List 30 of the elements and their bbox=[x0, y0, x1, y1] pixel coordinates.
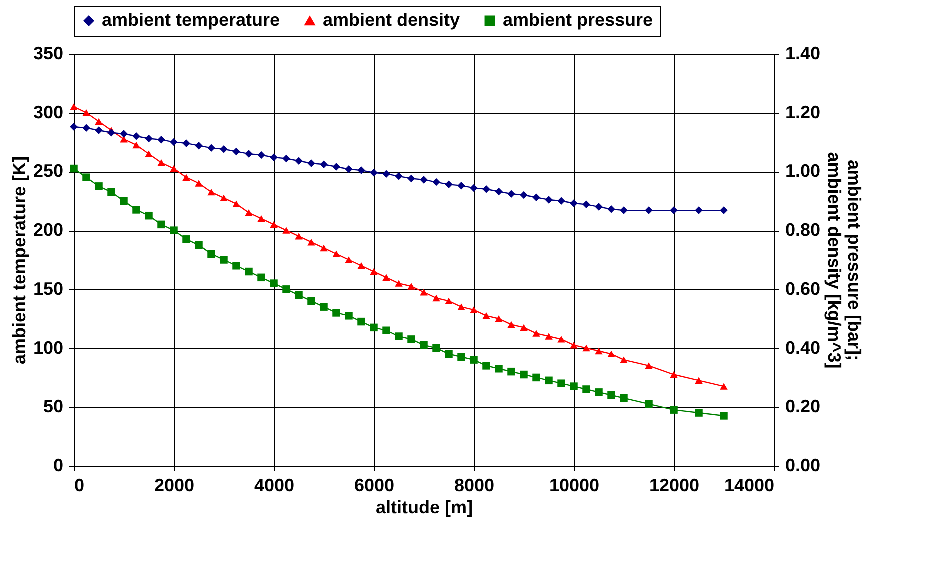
y-tick-label: 150 bbox=[33, 278, 64, 299]
y2-tick-label: 1.40 bbox=[786, 44, 821, 64]
y2-axis-title: ambient pressure [bar]; ambient density [kg/m^3] bbox=[824, 152, 865, 369]
y-tick-label: 250 bbox=[33, 161, 64, 182]
y2-tick-label: 1.00 bbox=[786, 161, 821, 182]
y2-tick-label: 0.20 bbox=[786, 396, 821, 417]
y2-tick-label: 0.80 bbox=[786, 220, 821, 240]
y2-tick-label: 0.60 bbox=[786, 278, 821, 299]
x-tick-label: 4000 bbox=[254, 476, 295, 496]
y-tick-label: 0 bbox=[53, 456, 64, 476]
x-tick-label: 2000 bbox=[154, 476, 195, 496]
legend-label: ambient temperature bbox=[102, 10, 280, 30]
y2-tick-label: 0.40 bbox=[786, 338, 821, 358]
y2-tick-label: 0.00 bbox=[786, 456, 821, 476]
y-tick-label: 50 bbox=[43, 396, 64, 417]
legend-label: ambient density bbox=[323, 10, 460, 30]
y-tick-label: 200 bbox=[33, 220, 64, 240]
y-tick-label: 300 bbox=[33, 102, 64, 122]
y-axis-title: ambient temperature [K] bbox=[9, 156, 30, 365]
x-tick-label: 8000 bbox=[454, 476, 495, 496]
x-tick-label: 12000 bbox=[649, 476, 700, 496]
x-tick-label: 10000 bbox=[549, 476, 600, 496]
x-axis-title: altitude [m] bbox=[376, 498, 473, 518]
legend-label: ambient pressure bbox=[503, 10, 654, 30]
x-tick-label: 14000 bbox=[724, 476, 774, 496]
x-tick-label: 6000 bbox=[354, 476, 395, 496]
y-tick-label: 100 bbox=[33, 338, 64, 358]
x-tick-label: 0 bbox=[74, 476, 85, 496]
y-tick-label: 350 bbox=[33, 44, 64, 64]
y2-tick-label: 1.20 bbox=[786, 102, 821, 122]
